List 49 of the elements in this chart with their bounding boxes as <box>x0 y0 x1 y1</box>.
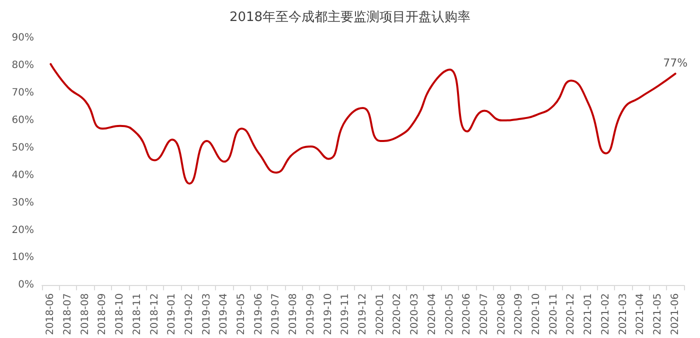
x-tick-label: 2020-04 <box>426 293 438 336</box>
x-tick-label: 2019-05 <box>236 293 248 336</box>
x-tick-label: 2018-11 <box>132 293 143 336</box>
x-tick-label: 2018-06 <box>45 293 56 336</box>
x-tick-label: 2018-12 <box>149 293 160 336</box>
x-tick-label: 2020-05 <box>444 293 456 336</box>
x-tick-label: 2020-07 <box>478 293 490 336</box>
x-tick-label: 2018-07 <box>62 293 74 336</box>
x-tick-label: 2020-11 <box>548 293 560 336</box>
x-tick-label: 2021-05 <box>652 293 664 336</box>
y-tick-label: 60% <box>12 114 34 126</box>
x-tick-label: 2018-09 <box>97 293 108 336</box>
y-tick-label: 90% <box>12 32 34 44</box>
x-tick-label: 2019-10 <box>322 293 334 336</box>
x-tick-label: 2018-08 <box>80 293 91 336</box>
x-tick-label: 2019-02 <box>184 293 195 336</box>
x-tick-label: 2020-06 <box>462 293 473 336</box>
x-tick-label: 2019-07 <box>270 293 282 336</box>
x-tick-label: 2018-10 <box>114 293 126 336</box>
x-tick-label: 2021-06 <box>670 293 681 336</box>
x-tick-label: 2021-03 <box>618 293 629 336</box>
y-tick-label: 20% <box>12 224 34 236</box>
x-tick-label: 2019-11 <box>340 293 352 336</box>
x-tick-label: 2020-02 <box>392 293 404 336</box>
y-tick-label: 70% <box>12 87 34 98</box>
x-tick-label: 2019-03 <box>201 293 212 336</box>
y-tick-label: 0% <box>18 280 34 291</box>
y-tick-label: 50% <box>12 142 34 154</box>
x-tick-label: 2019-06 <box>253 293 264 336</box>
chart-title: 2018年至今成都主要监测项目开盘认购率 <box>229 9 471 25</box>
x-tick-label: 2021-01 <box>583 293 594 336</box>
x-tick-label: 2019-09 <box>305 293 316 336</box>
x-tick-label: 2020-08 <box>496 293 508 336</box>
x-tick-label: 2020-09 <box>514 293 525 336</box>
y-tick-label: 80% <box>12 60 34 71</box>
x-tick-label: 2020-10 <box>531 293 542 336</box>
x-tick-label: 2020-01 <box>374 293 386 336</box>
x-tick-label: 2019-04 <box>218 293 230 336</box>
x-tick-label: 2020-12 <box>566 293 577 336</box>
x-tick-label: 2021-02 <box>600 293 612 336</box>
x-tick-label: 2019-01 <box>166 293 178 336</box>
y-tick-label: 40% <box>12 170 34 181</box>
data-label: 77% <box>663 56 688 70</box>
x-tick-label: 2019-12 <box>358 293 368 336</box>
y-tick-label: 10% <box>12 252 34 264</box>
y-tick-label: 30% <box>12 197 34 208</box>
x-tick-label: 2021-04 <box>635 293 646 336</box>
x-tick-label: 2019-08 <box>288 293 300 336</box>
x-tick-label: 2020-03 <box>410 293 421 336</box>
